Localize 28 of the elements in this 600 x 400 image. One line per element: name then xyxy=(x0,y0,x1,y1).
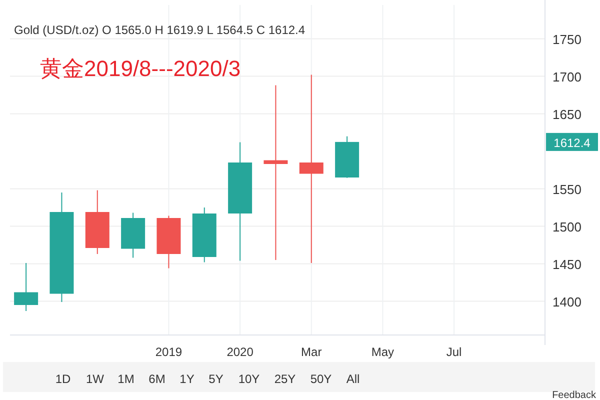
y-tick-label: 1550 xyxy=(552,182,582,197)
text: 1W xyxy=(86,372,105,386)
candlestick xyxy=(14,262,38,312)
y-tick-label: 1400 xyxy=(552,294,582,310)
text: 50Y xyxy=(310,372,332,386)
x-tick-label: 2019 xyxy=(155,345,182,359)
y-tick-label: 1750 xyxy=(552,32,582,47)
y-tick-label: 1700 xyxy=(552,69,582,84)
text: 1612.4 xyxy=(554,136,591,150)
text: 1D xyxy=(55,372,71,386)
text: Feedback xyxy=(552,390,597,400)
y-tick-label: 1500 xyxy=(552,219,582,234)
x-tick-label: May xyxy=(371,345,394,359)
text: 1Y xyxy=(180,372,194,386)
x-tick-label: Mar xyxy=(301,345,322,359)
text: Gold (USD/t.oz) O 1565.0 H 1619.9 L 1564.5 C 1612.4 xyxy=(14,23,306,37)
x-tick-label: Jul xyxy=(446,345,462,359)
y-tick-label: 1450 xyxy=(552,256,582,272)
annotation: 黄金2019/8---2020/3 xyxy=(40,56,241,81)
text: 6M xyxy=(148,372,166,386)
y-tick-label: 1650 xyxy=(552,106,582,122)
text: 10Y xyxy=(238,372,260,386)
candlestick xyxy=(264,84,288,260)
text: 25Y xyxy=(274,372,296,386)
text: All xyxy=(346,372,360,386)
text: 5Y xyxy=(208,372,224,386)
text: 1M xyxy=(118,372,134,386)
x-tick-label: 2020 xyxy=(226,345,254,359)
